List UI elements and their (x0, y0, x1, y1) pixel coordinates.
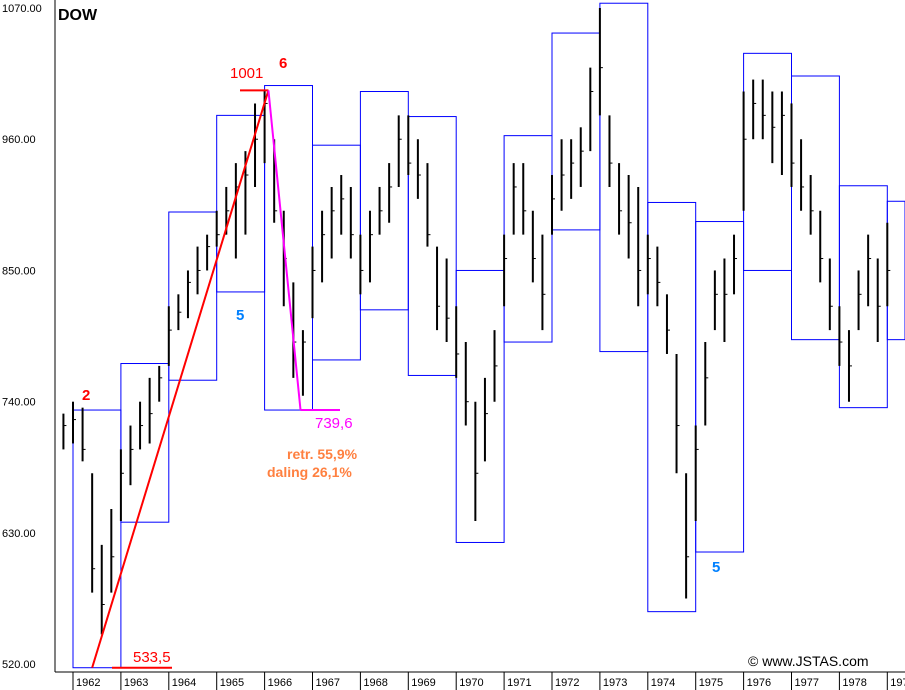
uptrend-line (91, 90, 270, 669)
x-tick-label: 1968 (363, 677, 387, 689)
x-tick-label: 1962 (76, 677, 100, 689)
chart-title: DOW (58, 7, 98, 24)
x-tick-label: 1964 (172, 677, 196, 689)
x-tick-label: 1975 (699, 677, 723, 689)
x-tick-label: 1970 (459, 677, 483, 689)
wave-5-label: 5 (236, 307, 244, 324)
x-tick-label: 1972 (555, 677, 579, 689)
x-tick-label: 1966 (268, 677, 292, 689)
year-range-box (407, 116, 457, 376)
year-range-box (216, 114, 266, 293)
y-tick-label: 960.00 (2, 134, 36, 146)
retracement-label: retr. 55,9% (287, 446, 358, 462)
year-range-box (647, 201, 697, 613)
wave-5-label: 5 (712, 559, 720, 576)
year-range-box (455, 269, 505, 543)
x-tick-label: 1976 (747, 677, 771, 689)
year-range-box (359, 91, 409, 311)
year-range-box (599, 2, 649, 353)
year-range-box (72, 409, 122, 669)
y-tick-label: 520.00 (2, 659, 36, 671)
x-tick-label: 1969 (411, 677, 435, 689)
x-tick-label: 1965 (220, 677, 244, 689)
low-label: 533,5 (133, 649, 171, 666)
wave-2-label: 2 (82, 387, 90, 404)
y-tick-label: 850.00 (2, 265, 36, 277)
x-tick-label: 1967 (316, 677, 340, 689)
downtrend-line (267, 90, 302, 411)
year-range-box (120, 363, 170, 523)
y-tick-label: 630.00 (2, 528, 36, 540)
year-range-box (791, 75, 840, 341)
wave-6-label: 6 (279, 55, 287, 72)
x-tick-label: 1977 (795, 677, 819, 689)
year-range-box (743, 52, 792, 271)
year-range-box (838, 185, 888, 409)
x-tick-label: 1979 (890, 677, 905, 689)
x-tick-label: 1963 (124, 677, 148, 689)
high-label: 1001 (230, 65, 263, 82)
year-range-box (503, 135, 553, 343)
y-tick-label: 1070.00 (2, 3, 42, 15)
x-tick-label: 1973 (603, 677, 627, 689)
retrace-low-label: 739,6 (315, 415, 353, 432)
year-range-box (264, 85, 314, 411)
x-tick-label: 1978 (842, 677, 866, 689)
y-tick-label: 740.00 (2, 397, 36, 409)
x-tick-label: 1974 (651, 677, 675, 689)
year-range-box (312, 144, 361, 361)
year-range-box (551, 32, 601, 231)
decline-label: daling 26,1% (267, 464, 352, 480)
year-range-box (695, 221, 745, 553)
copyright: © www.JSTAS.com (748, 653, 869, 669)
x-tick-label: 1971 (507, 677, 531, 689)
year-range-box (168, 211, 218, 381)
